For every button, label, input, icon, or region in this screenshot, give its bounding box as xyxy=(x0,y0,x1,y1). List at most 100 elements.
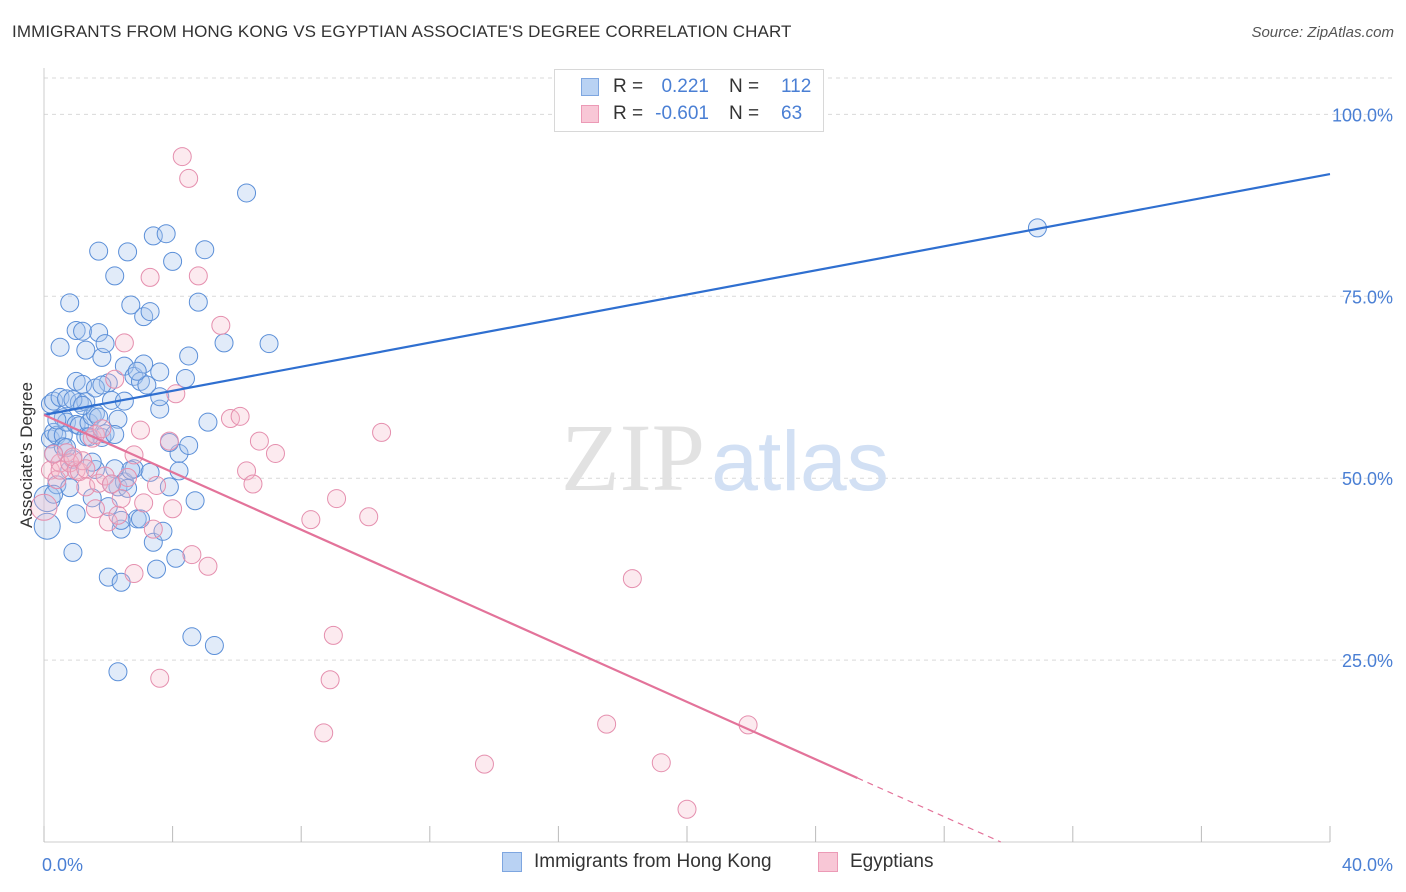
y-tick-label: 25.0% xyxy=(1342,651,1393,671)
point-hong-kong xyxy=(143,532,163,552)
point-egyptians xyxy=(143,519,163,539)
point-egyptians xyxy=(651,753,671,773)
legend-item-egyptians[interactable]: Egyptians xyxy=(818,851,933,873)
trend-line-hong-kong xyxy=(43,172,1331,416)
point-egyptians xyxy=(163,499,183,519)
point-egyptians xyxy=(114,333,134,353)
point-hong-kong xyxy=(50,337,70,357)
r-value: -0.601 xyxy=(655,103,709,124)
watermark: ZIP atlas xyxy=(561,404,889,511)
point-egyptians xyxy=(314,723,334,743)
r-label: R = xyxy=(613,76,644,97)
point-hong-kong xyxy=(121,295,141,315)
point-hong-kong xyxy=(108,409,128,429)
legend-swatch-pink xyxy=(581,105,599,123)
point-egyptians xyxy=(44,444,64,464)
point-hong-kong xyxy=(150,362,170,382)
legend-label: Immigrants from Hong Kong xyxy=(534,851,772,872)
point-egyptians xyxy=(211,315,231,335)
point-hong-kong xyxy=(179,346,199,366)
point-hong-kong xyxy=(82,488,102,508)
point-egyptians xyxy=(166,384,186,404)
point-hong-kong xyxy=(118,242,138,262)
y-tick-label: 100.0% xyxy=(1332,105,1393,125)
point-hong-kong xyxy=(134,307,154,327)
point-egyptians xyxy=(249,431,269,451)
stats-legend: R = 0.221 N = 112 R = -0.601 N = 63 xyxy=(554,69,824,132)
point-hong-kong xyxy=(89,241,109,261)
legend-label: Egyptians xyxy=(850,851,934,872)
point-hong-kong xyxy=(127,361,147,381)
r-value: 0.221 xyxy=(661,76,709,97)
point-egyptians xyxy=(124,564,144,584)
y-tick-label: 75.0% xyxy=(1342,287,1393,307)
point-egyptians xyxy=(622,569,642,589)
point-hong-kong xyxy=(214,333,234,353)
point-egyptians xyxy=(182,545,202,565)
point-egyptians xyxy=(327,489,347,509)
point-hong-kong xyxy=(175,369,195,389)
point-hong-kong xyxy=(114,356,134,376)
point-hong-kong xyxy=(60,293,80,313)
point-hong-kong xyxy=(105,425,125,445)
n-label: N = xyxy=(729,103,760,124)
grid-layer xyxy=(44,77,1394,661)
point-egyptians xyxy=(85,499,105,519)
legend-swatch-blue xyxy=(502,852,522,872)
point-egyptians xyxy=(159,431,179,451)
watermark-zip: ZIP xyxy=(561,404,705,511)
point-hong-kong xyxy=(76,340,96,360)
point-hong-kong xyxy=(182,627,202,647)
point-egyptians xyxy=(320,670,340,690)
point-hong-kong xyxy=(147,559,167,579)
point-hong-kong xyxy=(185,491,205,511)
point-egyptians xyxy=(677,799,697,819)
point-hong-kong xyxy=(150,387,170,407)
point-egyptians xyxy=(198,556,218,576)
point-egyptians xyxy=(243,474,263,494)
stats-row-hong-kong: R = 0.221 N = 112 xyxy=(581,74,811,100)
points-layer xyxy=(30,147,1047,819)
point-egyptians xyxy=(172,147,192,167)
chart-title: IMMIGRANTS FROM HONG KONG VS EGYPTIAN AS… xyxy=(12,22,792,41)
n-label: N = xyxy=(729,76,760,97)
x-tick-label: 40.0% xyxy=(1342,855,1393,875)
point-hong-kong xyxy=(63,542,83,562)
point-hong-kong xyxy=(73,321,93,341)
point-egyptians xyxy=(76,459,96,479)
trend-line-egyptians xyxy=(43,413,858,779)
point-egyptians xyxy=(359,507,379,527)
point-hong-kong xyxy=(156,224,176,244)
point-egyptians xyxy=(111,489,131,509)
legend-swatch-blue xyxy=(581,78,599,96)
point-egyptians xyxy=(105,369,125,389)
point-hong-kong xyxy=(66,320,86,340)
y-tick-label: 50.0% xyxy=(1342,469,1393,489)
point-egyptians xyxy=(92,419,112,439)
point-egyptians xyxy=(30,493,58,521)
trend-layer xyxy=(43,172,1331,843)
point-egyptians xyxy=(265,443,285,463)
point-egyptians xyxy=(301,510,321,530)
point-hong-kong xyxy=(134,354,154,374)
point-hong-kong xyxy=(153,521,173,541)
point-hong-kong xyxy=(66,504,86,524)
x-tick-label: 0.0% xyxy=(42,855,83,875)
point-hong-kong xyxy=(237,183,257,203)
point-hong-kong xyxy=(92,375,112,395)
point-egyptians xyxy=(63,447,83,467)
legend-item-hong-kong[interactable]: Immigrants from Hong Kong xyxy=(502,851,772,873)
n-value: 112 xyxy=(781,76,812,97)
point-hong-kong xyxy=(130,509,150,529)
legend-swatch-pink xyxy=(818,852,838,872)
point-egyptians xyxy=(230,406,250,426)
point-hong-kong xyxy=(95,334,115,354)
point-egyptians xyxy=(220,409,240,429)
y-axis-label: Associate's Degree xyxy=(17,382,36,528)
point-hong-kong xyxy=(98,567,118,587)
point-hong-kong xyxy=(198,412,218,432)
point-egyptians xyxy=(474,754,494,774)
point-egyptians xyxy=(147,475,167,495)
point-hong-kong xyxy=(105,266,125,286)
